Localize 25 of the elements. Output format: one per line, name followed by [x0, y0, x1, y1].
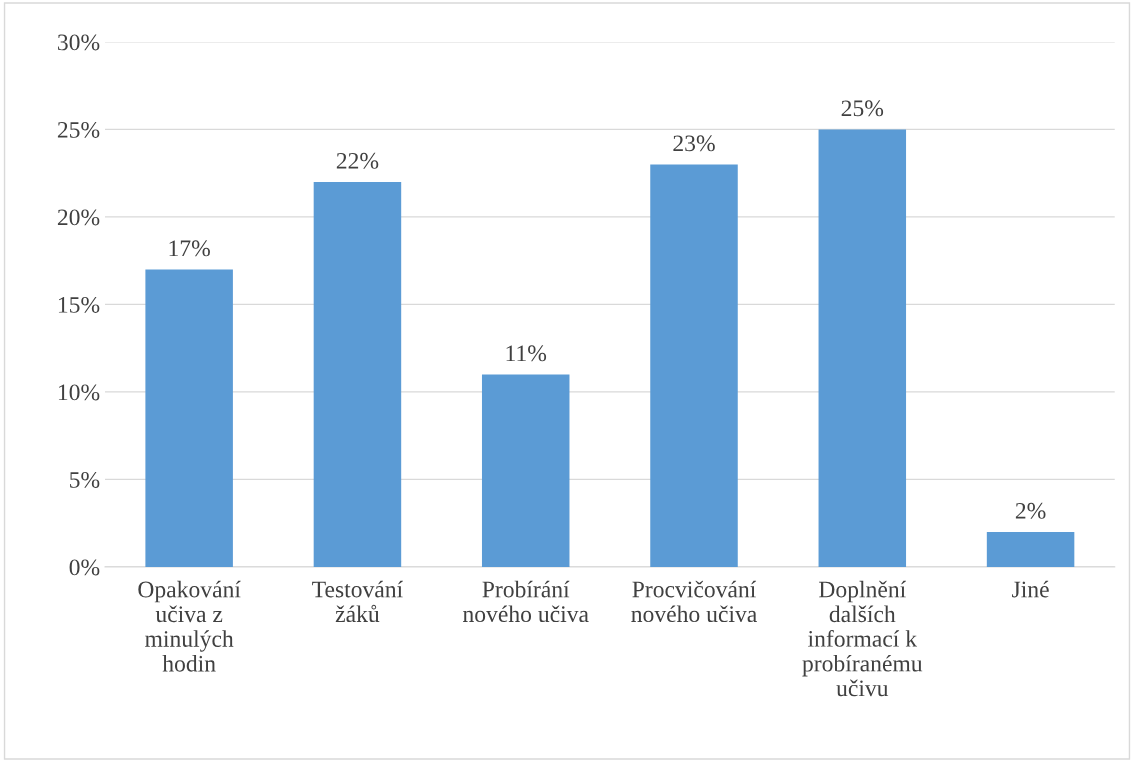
data-label: 22%: [336, 152, 379, 169]
y-tick-label: 30%: [58, 34, 100, 51]
bar: [313, 181, 402, 567]
x-tick-label: Probírání nového učiva: [462, 580, 589, 623]
data-label: 11%: [506, 345, 547, 362]
bar: [481, 374, 570, 567]
y-tick-label: 10%: [58, 384, 100, 401]
data-label: 17%: [169, 240, 210, 257]
x-tick-label: Procvičování nového učiva: [631, 580, 757, 623]
data-label: 2%: [1015, 502, 1046, 519]
bar: [818, 129, 907, 567]
x-tick-label: Testování žáků: [312, 580, 403, 623]
data-label: 23%: [673, 135, 715, 152]
y-tick-label: 15%: [58, 296, 100, 313]
x-tick-label: Opakování učiva z minulých hodin: [138, 580, 241, 672]
y-tick-label: 20%: [57, 209, 100, 226]
bar: [145, 269, 233, 567]
x-tick-label: Doplnění dalších informací k probíranému učivu: [802, 580, 923, 697]
y-tick-label: 0%: [69, 559, 100, 576]
data-label: 25%: [841, 100, 884, 117]
x-tick-label: Jiné: [1012, 580, 1049, 598]
y-tick-label: 5%: [70, 471, 100, 488]
y-tick-label: 25%: [57, 121, 100, 138]
bar: [650, 164, 738, 567]
bar: [986, 531, 1075, 567]
